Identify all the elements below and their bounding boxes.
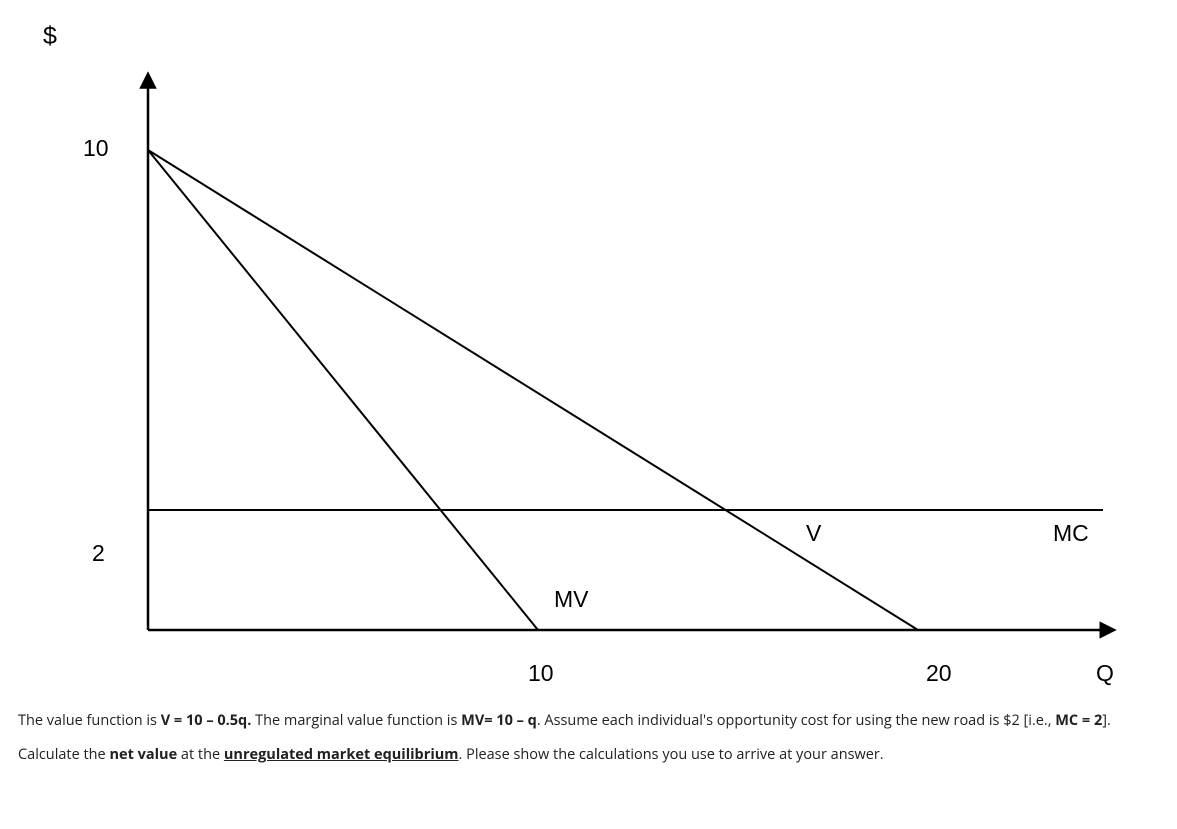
ytick-2: 2 — [92, 540, 105, 567]
paragraph-2: Calculate the net value at the unregulat… — [18, 744, 1159, 766]
mv-label: MV — [554, 586, 589, 613]
paragraph-1: The value function is V = 10 – 0.5q. The… — [18, 710, 1159, 732]
v-line — [148, 150, 918, 630]
xtick-10: 10 — [528, 660, 554, 687]
v-label: V — [806, 520, 821, 547]
ytick-10: 10 — [83, 135, 109, 162]
mv-line — [148, 150, 538, 630]
y-axis-label: $ — [43, 22, 57, 51]
question-text: The value function is V = 10 – 0.5q. The… — [18, 710, 1159, 767]
xtick-20: 20 — [926, 660, 952, 687]
x-axis-label: Q — [1096, 660, 1114, 687]
economics-chart: $ Q 10 2 10 20 V MV MC — [18, 20, 1138, 690]
mc-label: MC — [1053, 520, 1089, 547]
